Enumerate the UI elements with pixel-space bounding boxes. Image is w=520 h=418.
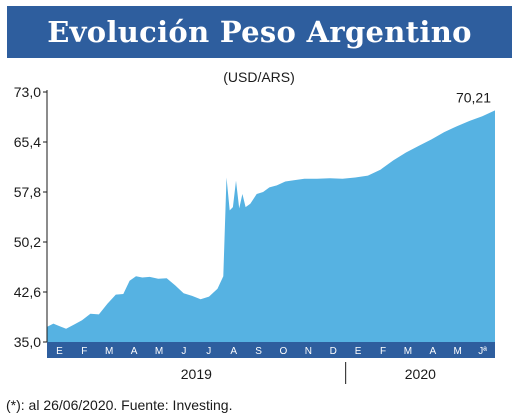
month-tick-label: M <box>105 346 113 357</box>
area-chart: (USD/ARS) 73,0 65,4 57,8 50,2 42,6 35,0 70,21 E F… <box>14 69 495 384</box>
month-tick-label: A <box>429 346 436 357</box>
footnote: (*): al 26/06/2020. Fuente: Investing. <box>6 397 233 413</box>
y-tick-label: 50,2 <box>14 234 41 250</box>
chart-title: Evolución Peso Argentino <box>47 15 472 49</box>
month-tick-label: A <box>131 346 138 357</box>
month-tick-label: F <box>380 346 386 357</box>
y-tick-label: 42,6 <box>14 284 41 300</box>
month-tick-label: D <box>330 346 337 357</box>
month-tick-label: A <box>230 346 237 357</box>
y-tick-label: 57,8 <box>14 184 41 200</box>
last-value-label: 70,21 <box>456 89 491 105</box>
month-tick-label: Jª <box>478 346 487 357</box>
y-tick-label: 73,0 <box>14 84 41 100</box>
year-label-2020: 2020 <box>405 366 436 382</box>
month-axis-band <box>47 342 495 358</box>
month-tick-label: E <box>56 346 63 357</box>
chart-panel: (USD/ARS) 73,0 65,4 57,8 50,2 42,6 35,0 70,21 E F… <box>7 58 512 394</box>
month-tick-label: M <box>453 346 461 357</box>
area-series <box>47 110 495 343</box>
month-tick-label: M <box>404 346 412 357</box>
month-tick-label: S <box>255 346 262 357</box>
month-tick-label: M <box>155 346 163 357</box>
month-tick-label: N <box>305 346 312 357</box>
month-tick-label: E <box>355 346 362 357</box>
y-tick-label: 35,0 <box>14 334 41 350</box>
month-tick-label: J <box>206 346 211 357</box>
title-banner: Evolución Peso Argentino <box>7 6 512 58</box>
chart-subtitle: (USD/ARS) <box>223 69 295 85</box>
month-tick-label: O <box>280 346 288 357</box>
y-tick-label: 65,4 <box>14 134 41 150</box>
month-tick-label: J <box>181 346 186 357</box>
year-label-2019: 2019 <box>181 366 212 382</box>
month-tick-label: F <box>81 346 87 357</box>
